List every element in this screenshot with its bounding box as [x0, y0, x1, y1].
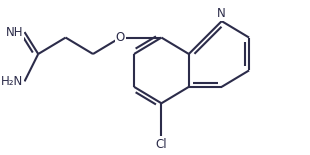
Text: Cl: Cl: [156, 137, 167, 151]
Text: NH: NH: [6, 26, 23, 39]
Text: H₂N: H₂N: [1, 75, 23, 88]
Text: O: O: [116, 31, 125, 44]
Text: N: N: [217, 7, 226, 20]
